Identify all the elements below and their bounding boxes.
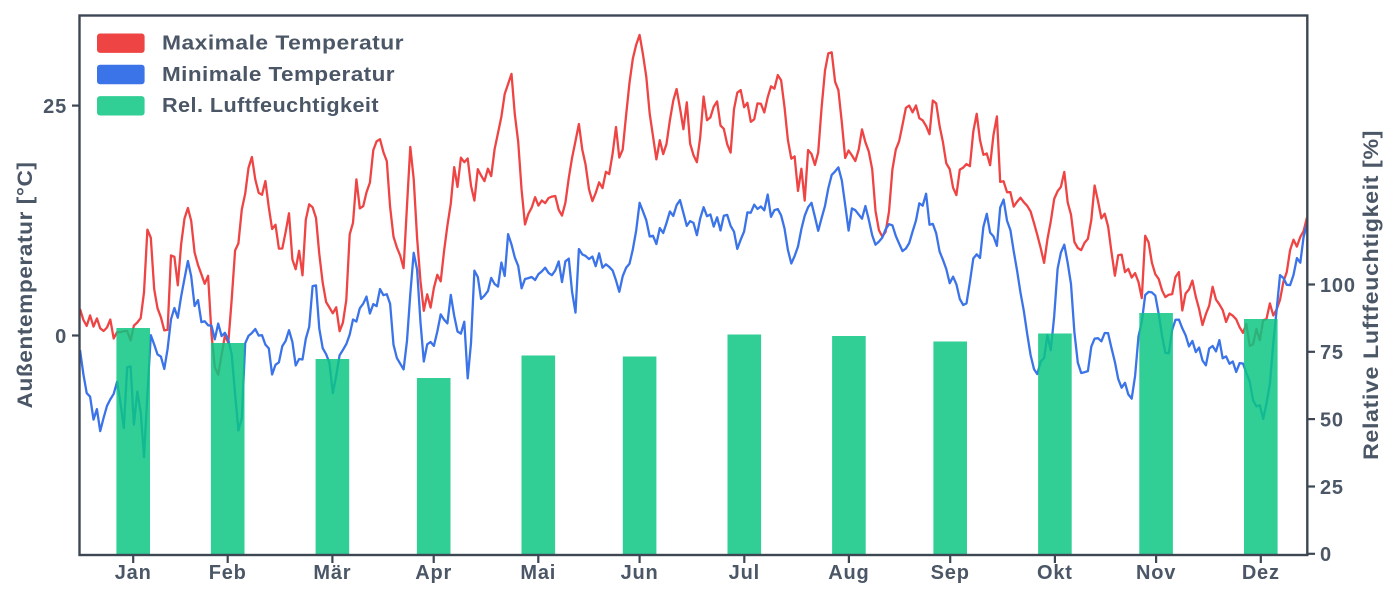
svg-text:Okt: Okt	[1037, 562, 1073, 584]
svg-text:Dez: Dez	[1242, 562, 1280, 584]
svg-text:50: 50	[1320, 409, 1344, 431]
svg-text:0: 0	[1320, 544, 1332, 566]
svg-text:Rel. Luftfeuchtigkeit: Rel. Luftfeuchtigkeit	[162, 95, 379, 117]
svg-text:Nov: Nov	[1136, 562, 1176, 584]
svg-text:Relative Luftfeuchtigkeit [%]: Relative Luftfeuchtigkeit [%]	[1360, 130, 1383, 460]
svg-text:25: 25	[43, 96, 67, 118]
svg-text:Feb: Feb	[209, 562, 247, 584]
svg-text:Mär: Mär	[313, 562, 351, 584]
svg-text:Mai: Mai	[520, 562, 556, 584]
svg-text:Jul: Jul	[729, 562, 760, 584]
svg-text:25: 25	[1320, 477, 1344, 499]
svg-text:Jun: Jun	[621, 562, 659, 584]
svg-text:100: 100	[1320, 275, 1356, 297]
svg-text:0: 0	[55, 326, 67, 348]
svg-text:Außentemperatur [°C]: Außentemperatur [°C]	[14, 162, 37, 409]
svg-text:Jan: Jan	[115, 562, 152, 584]
svg-text:75: 75	[1320, 342, 1344, 364]
svg-text:Minimale Temperatur: Minimale Temperatur	[162, 64, 395, 86]
svg-text:Aug: Aug	[828, 562, 869, 584]
svg-text:Apr: Apr	[415, 562, 452, 584]
svg-text:Maximale Temperatur: Maximale Temperatur	[162, 33, 404, 55]
svg-text:Sep: Sep	[931, 562, 970, 584]
